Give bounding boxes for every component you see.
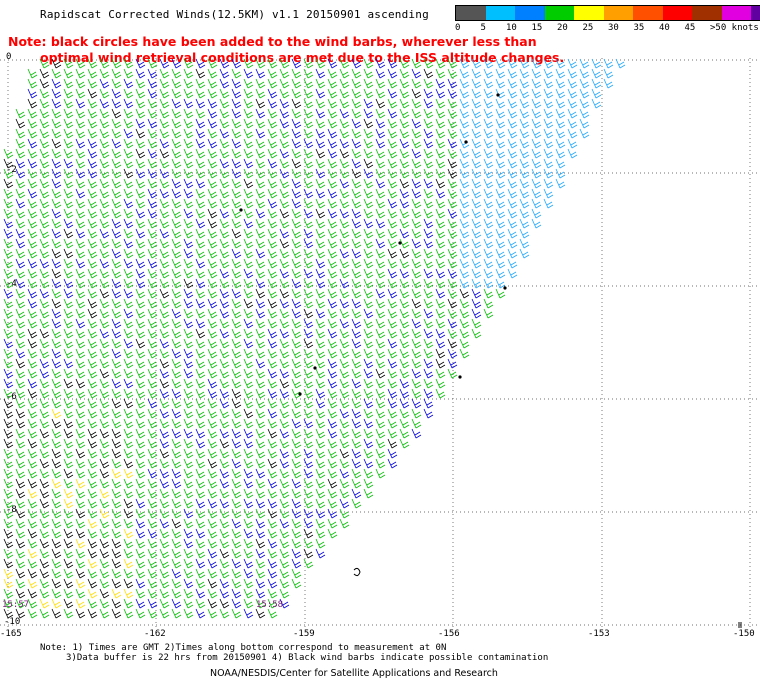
legend-swatch-1 <box>485 6 515 20</box>
contamination-dot-1 <box>464 140 468 144</box>
wind-barb-map <box>0 58 760 628</box>
legend-label-3: 15 <box>531 23 543 33</box>
y-label-0: 0 <box>6 52 12 62</box>
note-line-2: optimal wind retrieval conditions are me… <box>40 50 565 65</box>
legend-color-bar <box>455 5 760 21</box>
legend-swatch-4 <box>574 6 604 20</box>
legend-swatch-3 <box>544 6 574 20</box>
x-label-4: -153 <box>588 629 610 639</box>
wind-barbs-b <box>3 58 482 619</box>
note-line-1: Note: black circles have been added to t… <box>8 34 537 49</box>
legend-label-8: 40 <box>659 23 670 33</box>
contamination-dot-7 <box>503 286 507 290</box>
legend-label-6: 30 <box>608 23 619 33</box>
contamination-dot-5 <box>298 392 302 396</box>
legend-swatch-6 <box>633 6 663 20</box>
contamination-dot-0 <box>496 93 500 97</box>
y-label-5: -10 <box>4 617 21 627</box>
map-title: Rapidscat Corrected Winds(12.5KM) v1.1 2… <box>40 8 429 21</box>
footer-note-2: 3)Data buffer is 22 hrs from 20150901 4)… <box>66 653 549 663</box>
time-label-left: 15:57 <box>2 600 30 610</box>
contamination-dot-3 <box>398 241 402 245</box>
legend-label-10: >50 knots <box>710 23 759 33</box>
contamination-dot-4 <box>313 366 317 370</box>
legend-swatch-0 <box>456 6 486 20</box>
wind-barbs-k <box>3 58 470 619</box>
y-label-4: -8 <box>6 505 17 515</box>
footer-credit: NOAA/NESDIS/Center for Satellite Applica… <box>210 668 498 679</box>
time-label-mid: 15:58 <box>256 600 284 610</box>
x-label-5: -150 <box>733 629 755 639</box>
legend-label-5: 25 <box>582 23 594 33</box>
x-label-1: -162 <box>144 629 166 639</box>
legend-swatch-8 <box>692 6 722 20</box>
y-label-2: -4 <box>6 279 17 289</box>
x-label-2: -159 <box>293 629 315 639</box>
wind-barbs-y <box>3 408 134 609</box>
y-label-3: -6 <box>6 392 17 402</box>
x-label-3: -156 <box>438 629 460 639</box>
legend-swatch-5 <box>603 6 633 20</box>
legend-labels: 0 5 10 15 20 25 30 35 40 45 >50 knots <box>455 23 760 35</box>
legend-label-1: 5 <box>480 23 486 33</box>
footer-note-1: Note: 1) Times are GMT 2)Times along bot… <box>40 643 447 653</box>
legend-label-7: 35 <box>633 23 645 33</box>
x-label-0: -165 <box>0 629 22 639</box>
legend-label-4: 20 <box>557 23 568 33</box>
legend-swatch-10 <box>751 6 760 20</box>
isolated-barb-1 <box>353 567 361 577</box>
isolated-barb-2 <box>738 622 742 628</box>
legend-swatch-2 <box>515 6 545 20</box>
wind-barbs-c <box>459 58 626 289</box>
legend-swatch-9 <box>721 6 751 20</box>
wind-speed-legend: 0 5 10 15 20 25 30 35 40 45 >50 knots <box>455 5 760 35</box>
legend-swatch-7 <box>662 6 692 20</box>
wind-barb-field <box>3 58 626 619</box>
legend-label-0: 0 <box>455 23 461 33</box>
contamination-dot-6 <box>458 375 462 379</box>
y-label-1: -2 <box>6 165 17 175</box>
contamination-dot-2 <box>239 208 243 212</box>
legend-label-2: 10 <box>506 23 517 33</box>
wind-barbs-g <box>3 58 506 619</box>
legend-label-9: 45 <box>684 23 696 33</box>
